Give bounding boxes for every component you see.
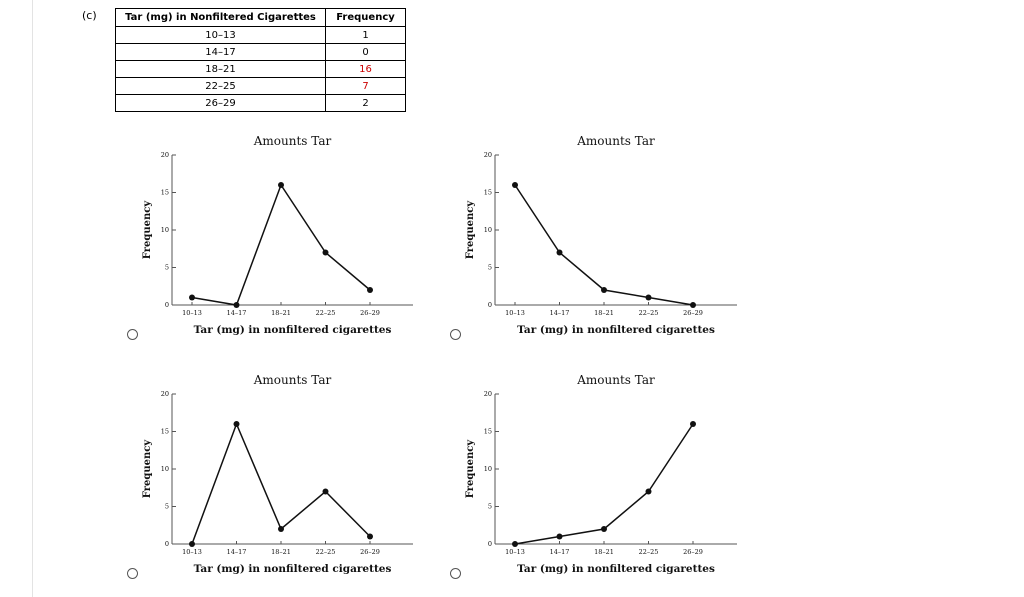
y-tick-label: 15 xyxy=(161,189,169,197)
option-b-radio[interactable] xyxy=(450,329,461,340)
data-point xyxy=(233,302,240,308)
left-divider xyxy=(32,0,33,597)
data-point xyxy=(556,533,563,540)
data-point xyxy=(189,541,195,547)
y-tick-label: 5 xyxy=(165,503,169,511)
y-tick-label: 0 xyxy=(165,301,169,309)
x-tick-label: 18–21 xyxy=(271,309,291,317)
data-point xyxy=(690,302,696,308)
data-point xyxy=(233,421,240,427)
y-tick-label: 10 xyxy=(161,465,169,473)
option-a-radio[interactable] xyxy=(127,329,138,340)
x-tick-label: 18–21 xyxy=(594,309,614,317)
x-tick-label: 22–25 xyxy=(316,309,336,317)
option-c-radio[interactable] xyxy=(127,568,138,579)
table-row: 26–29 2 xyxy=(115,94,406,112)
data-point xyxy=(322,249,329,256)
data-point xyxy=(645,488,652,495)
tar-range-cell: 26–29 xyxy=(115,94,326,112)
chart-title: Amounts Tar xyxy=(576,134,655,148)
chart-title: Amounts Tar xyxy=(576,373,655,387)
y-tick-label: 15 xyxy=(484,189,492,197)
x-tick-label: 26–29 xyxy=(360,548,380,556)
y-tick-label: 0 xyxy=(165,540,169,548)
data-point xyxy=(601,526,607,532)
y-tick-label: 10 xyxy=(484,226,492,234)
x-tick-label: 22–25 xyxy=(639,548,659,556)
data-point xyxy=(367,287,373,293)
x-tick-label: 14–17 xyxy=(227,309,247,317)
x-axis-label: Tar (mg) in nonfiltered cigarettes xyxy=(517,563,715,575)
x-tick-label: 10–13 xyxy=(182,548,202,556)
y-tick-label: 10 xyxy=(484,465,492,473)
y-axis-label: Frequency xyxy=(142,439,153,499)
y-tick-label: 15 xyxy=(484,428,492,436)
x-axis-label: Tar (mg) in nonfiltered cigarettes xyxy=(194,324,392,336)
x-tick-label: 18–21 xyxy=(594,548,614,556)
data-point xyxy=(601,287,607,293)
x-tick-label: 10–13 xyxy=(182,309,202,317)
y-tick-label: 20 xyxy=(161,390,169,398)
y-axis-label: Frequency xyxy=(465,200,476,260)
data-point xyxy=(189,294,195,301)
x-tick-label: 26–29 xyxy=(360,309,380,317)
x-tick-label: 18–21 xyxy=(271,548,291,556)
data-point xyxy=(645,294,652,301)
y-axis-label: Frequency xyxy=(142,200,153,260)
y-tick-label: 20 xyxy=(484,151,492,159)
y-tick-label: 5 xyxy=(488,503,492,511)
x-tick-label: 14–17 xyxy=(550,309,570,317)
frequency-table: Tar (mg) in Nonfiltered Cigarettes Frequ… xyxy=(115,8,406,112)
x-tick-label: 26–29 xyxy=(683,309,703,317)
option-d-radio[interactable] xyxy=(450,568,461,579)
y-tick-label: 20 xyxy=(161,151,169,159)
data-point xyxy=(322,488,329,495)
x-axis-label: Tar (mg) in nonfiltered cigarettes xyxy=(194,563,392,575)
x-tick-label: 14–17 xyxy=(227,548,247,556)
x-tick-label: 14–17 xyxy=(550,548,570,556)
part-label: (c) xyxy=(82,9,97,22)
data-point xyxy=(278,526,284,532)
data-point xyxy=(512,182,518,188)
x-axis-label: Tar (mg) in nonfiltered cigarettes xyxy=(517,324,715,336)
data-point xyxy=(512,541,518,547)
y-tick-label: 15 xyxy=(161,428,169,436)
table-header-row: Tar (mg) in Nonfiltered Cigarettes Frequ… xyxy=(115,8,406,27)
x-tick-label: 22–25 xyxy=(639,309,659,317)
chart-title: Amounts Tar xyxy=(253,373,332,387)
y-tick-label: 20 xyxy=(484,390,492,398)
chart-title: Amounts Tar xyxy=(253,134,332,148)
x-tick-label: 10–13 xyxy=(505,548,525,556)
data-point xyxy=(278,182,284,188)
series-line xyxy=(191,183,371,306)
frequency-cell: 2 xyxy=(325,94,406,112)
y-tick-label: 5 xyxy=(488,264,492,272)
y-tick-label: 10 xyxy=(161,226,169,234)
x-tick-label: 22–25 xyxy=(316,548,336,556)
data-point xyxy=(556,249,563,256)
x-tick-label: 26–29 xyxy=(683,548,703,556)
data-point xyxy=(690,421,696,427)
y-tick-label: 0 xyxy=(488,540,492,548)
y-tick-label: 0 xyxy=(488,301,492,309)
y-tick-label: 5 xyxy=(165,264,169,272)
y-axis-label: Frequency xyxy=(465,439,476,499)
data-point xyxy=(367,533,373,540)
x-tick-label: 10–13 xyxy=(505,309,525,317)
